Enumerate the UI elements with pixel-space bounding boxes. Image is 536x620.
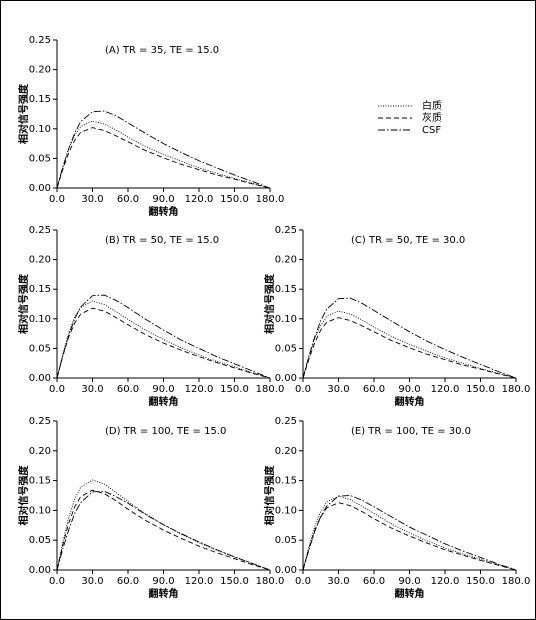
y-tick-label: 0.05 <box>29 153 51 164</box>
x-tick-label: 0.0 <box>49 194 65 205</box>
x-tick-label: 180.0 <box>502 384 531 395</box>
y-tick-label: 0.05 <box>275 343 297 354</box>
series-line <box>302 495 517 571</box>
series-line <box>56 489 271 571</box>
y-tick-label: 0.10 <box>29 314 51 325</box>
y-axis-label: 相对信号强度 <box>263 465 276 526</box>
x-tick-label: 0.0 <box>295 576 311 587</box>
series-line <box>56 120 271 189</box>
y-tick-label: 0.25 <box>29 416 51 427</box>
x-tick-label: 30.0 <box>81 194 103 205</box>
x-tick-label: 90.0 <box>152 384 174 395</box>
panel-title: (B) TR = 50, TE = 15.0 <box>105 235 219 246</box>
x-axis-label: 翻转角 <box>149 587 179 600</box>
x-tick-label: 0.0 <box>49 384 65 395</box>
y-tick-label: 0.10 <box>275 314 297 325</box>
y-tick-label: 0.15 <box>29 94 51 105</box>
x-tick-label: 120.0 <box>185 576 214 587</box>
series-line <box>56 110 271 189</box>
panel-title: (A) TR = 35, TE = 15.0 <box>105 45 219 56</box>
x-tick-label: 60.0 <box>117 576 139 587</box>
series-line <box>302 310 517 379</box>
y-tick-label: 0.20 <box>29 65 51 76</box>
y-tick-label: 0.00 <box>29 565 51 576</box>
y-tick-label: 0.25 <box>29 225 51 236</box>
x-tick-label: 90.0 <box>398 384 420 395</box>
series-line <box>56 300 271 379</box>
x-tick-label: 150.0 <box>466 384 495 395</box>
y-tick-label: 0.05 <box>29 343 51 354</box>
series-line <box>56 490 271 571</box>
x-tick-label: 60.0 <box>117 384 139 395</box>
x-tick-label: 30.0 <box>81 576 103 587</box>
x-axis-label: 翻转角 <box>395 587 425 600</box>
x-tick-label: 150.0 <box>220 576 249 587</box>
x-axis-label: 翻转角 <box>395 395 425 408</box>
y-tick-label: 0.25 <box>275 416 297 427</box>
x-tick-label: 150.0 <box>220 384 249 395</box>
x-tick-label: 30.0 <box>327 384 349 395</box>
legend-label: CSF <box>422 125 441 136</box>
y-tick-label: 0.25 <box>29 35 51 46</box>
y-axis-label: 相对信号强度 <box>17 273 30 334</box>
x-tick-label: 180.0 <box>256 384 285 395</box>
legend-label: 灰质 <box>422 111 442 124</box>
y-tick-label: 0.20 <box>29 255 51 266</box>
y-tick-label: 0.10 <box>275 505 297 516</box>
x-tick-label: 120.0 <box>431 384 460 395</box>
y-tick-label: 0.15 <box>29 476 51 487</box>
panel-title: (E) TR = 100, TE = 30.0 <box>351 426 471 437</box>
y-tick-label: 0.05 <box>29 535 51 546</box>
panel-title: (D) TR = 100, TE = 15.0 <box>105 426 226 437</box>
x-tick-label: 0.0 <box>295 384 311 395</box>
series-line <box>56 294 271 379</box>
x-tick-label: 180.0 <box>502 576 531 587</box>
y-axis-label: 相对信号强度 <box>17 465 30 526</box>
series-line <box>302 495 517 571</box>
y-axis-label: 相对信号强度 <box>263 273 276 334</box>
x-tick-label: 90.0 <box>152 576 174 587</box>
x-tick-label: 180.0 <box>256 194 285 205</box>
x-tick-label: 120.0 <box>185 384 214 395</box>
series-line <box>56 479 271 571</box>
x-tick-label: 180.0 <box>256 576 285 587</box>
x-tick-label: 120.0 <box>431 576 460 587</box>
x-axis-label: 翻转角 <box>149 205 179 218</box>
x-tick-label: 90.0 <box>152 194 174 205</box>
y-tick-label: 0.05 <box>275 535 297 546</box>
series-line <box>302 297 517 379</box>
x-tick-label: 0.0 <box>49 576 65 587</box>
series-line <box>56 127 271 189</box>
y-tick-label: 0.00 <box>29 373 51 384</box>
y-tick-label: 0.20 <box>29 446 51 457</box>
y-tick-label: 0.00 <box>275 565 297 576</box>
series-line <box>56 307 271 379</box>
y-tick-label: 0.25 <box>275 225 297 236</box>
y-tick-label: 0.15 <box>275 476 297 487</box>
series-line <box>302 317 517 379</box>
y-tick-label: 0.00 <box>29 183 51 194</box>
x-tick-label: 150.0 <box>466 576 495 587</box>
y-tick-label: 0.15 <box>29 284 51 295</box>
panel-title: (C) TR = 50, TE = 30.0 <box>351 235 465 246</box>
y-tick-label: 0.00 <box>275 373 297 384</box>
y-tick-label: 0.20 <box>275 446 297 457</box>
y-tick-label: 0.15 <box>275 284 297 295</box>
x-tick-label: 60.0 <box>363 384 385 395</box>
y-axis-label: 相对信号强度 <box>17 83 30 144</box>
x-axis-label: 翻转角 <box>149 395 179 408</box>
legend-label: 白质 <box>422 99 442 112</box>
y-tick-label: 0.20 <box>275 255 297 266</box>
x-tick-label: 30.0 <box>81 384 103 395</box>
x-tick-label: 60.0 <box>117 194 139 205</box>
x-tick-label: 120.0 <box>185 194 214 205</box>
x-tick-label: 30.0 <box>327 576 349 587</box>
x-tick-label: 90.0 <box>398 576 420 587</box>
x-tick-label: 150.0 <box>220 194 249 205</box>
x-tick-label: 60.0 <box>363 576 385 587</box>
y-tick-label: 0.10 <box>29 124 51 135</box>
y-tick-label: 0.10 <box>29 505 51 516</box>
